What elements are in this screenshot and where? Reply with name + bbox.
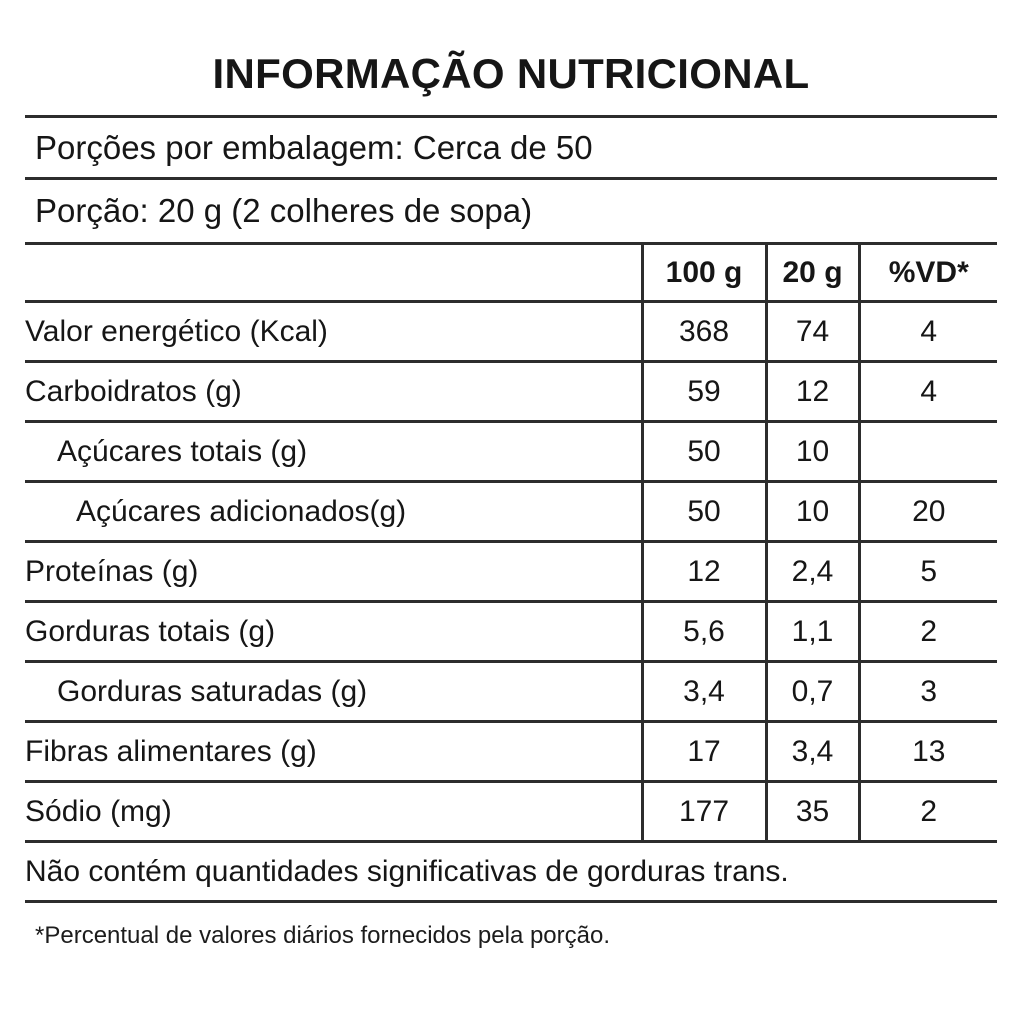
nutrition-table: 100 g 20 g %VD* Valor energético (Kcal) …: [25, 245, 997, 903]
table-row: Açúcares adicionados(g) 50 10 20: [25, 481, 997, 542]
table-row: Gorduras saturadas (g) 3,4 0,7 3: [25, 661, 997, 722]
table-row: Fibras alimentares (g) 17 3,4 13: [25, 721, 997, 782]
nutrient-label: Fibras alimentares (g): [25, 734, 317, 768]
table-row: Sódio (mg) 177 35 2: [25, 781, 997, 842]
nutrient-label: Valor energético (Kcal): [25, 314, 328, 348]
table-row: Proteínas (g) 12 2,4 5: [25, 541, 997, 602]
value-percent-vd: 3: [857, 661, 997, 722]
portion-size-line: Porção: 20 g (2 colheres de sopa): [25, 180, 997, 246]
value-per-20g: 12: [764, 361, 859, 422]
table-header-row: 100 g 20 g %VD*: [25, 245, 997, 302]
value-per-20g: 10: [764, 481, 859, 542]
col-header-20g: 20 g: [764, 245, 859, 302]
table-row: Valor energético (Kcal) 368 74 4: [25, 301, 997, 362]
value-percent-vd: 4: [857, 301, 997, 362]
value-per-100g: 368: [640, 301, 766, 362]
table-row: Carboidratos (g) 59 12 4: [25, 361, 997, 422]
value-per-100g: 50: [640, 421, 766, 482]
page-title: INFORMAÇÃO NUTRICIONAL: [25, 0, 997, 119]
value-per-20g: 74: [764, 301, 859, 362]
nutrient-label: Açúcares adicionados(g): [76, 494, 407, 528]
value-per-20g: 0,7: [764, 661, 859, 722]
trans-fat-note-row: Não contém quantidades significativas de…: [25, 842, 997, 902]
col-header-100g: 100 g: [640, 245, 766, 302]
nutrition-label: INFORMAÇÃO NUTRICIONAL Porções por embal…: [25, 0, 997, 950]
nutrient-label: Gorduras totais (g): [25, 614, 276, 648]
value-percent-vd: 13: [857, 721, 997, 782]
table-row: Açúcares totais (g) 50 10: [25, 421, 997, 482]
value-per-20g: 1,1: [764, 601, 859, 662]
value-per-100g: 5,6: [640, 601, 766, 662]
value-per-100g: 17: [640, 721, 766, 782]
value-per-100g: 3,4: [640, 661, 766, 722]
value-per-20g: 3,4: [764, 721, 859, 782]
col-header-empty: [25, 245, 642, 302]
table-row: Gorduras totais (g) 5,6 1,1 2: [25, 601, 997, 662]
nutrient-label: Gorduras saturadas (g): [57, 674, 368, 708]
nutrient-label: Carboidratos (g): [25, 374, 242, 408]
value-per-20g: 10: [764, 421, 859, 482]
daily-values-footnote: *Percentual de valores diários fornecido…: [35, 922, 611, 950]
value-per-100g: 59: [640, 361, 766, 422]
value-percent-vd: 2: [857, 601, 997, 662]
value-per-100g: 12: [640, 541, 766, 602]
value-percent-vd: 20: [857, 481, 997, 542]
value-percent-vd: 2: [857, 781, 997, 842]
value-percent-vd: [857, 421, 997, 482]
nutrient-label: Sódio (mg): [25, 794, 172, 828]
servings-per-package-line: Porções por embalagem: Cerca de 50: [25, 118, 997, 181]
value-percent-vd: 5: [857, 541, 997, 602]
value-per-20g: 2,4: [764, 541, 859, 602]
value-per-100g: 177: [640, 781, 766, 842]
value-per-100g: 50: [640, 481, 766, 542]
value-per-20g: 35: [764, 781, 859, 842]
value-percent-vd: 4: [857, 361, 997, 422]
nutrient-label: Açúcares totais (g): [57, 434, 308, 468]
trans-fat-note: Não contém quantidades significativas de…: [25, 854, 789, 888]
col-header-vd: %VD*: [857, 245, 997, 302]
nutrient-label: Proteínas (g): [25, 554, 199, 588]
